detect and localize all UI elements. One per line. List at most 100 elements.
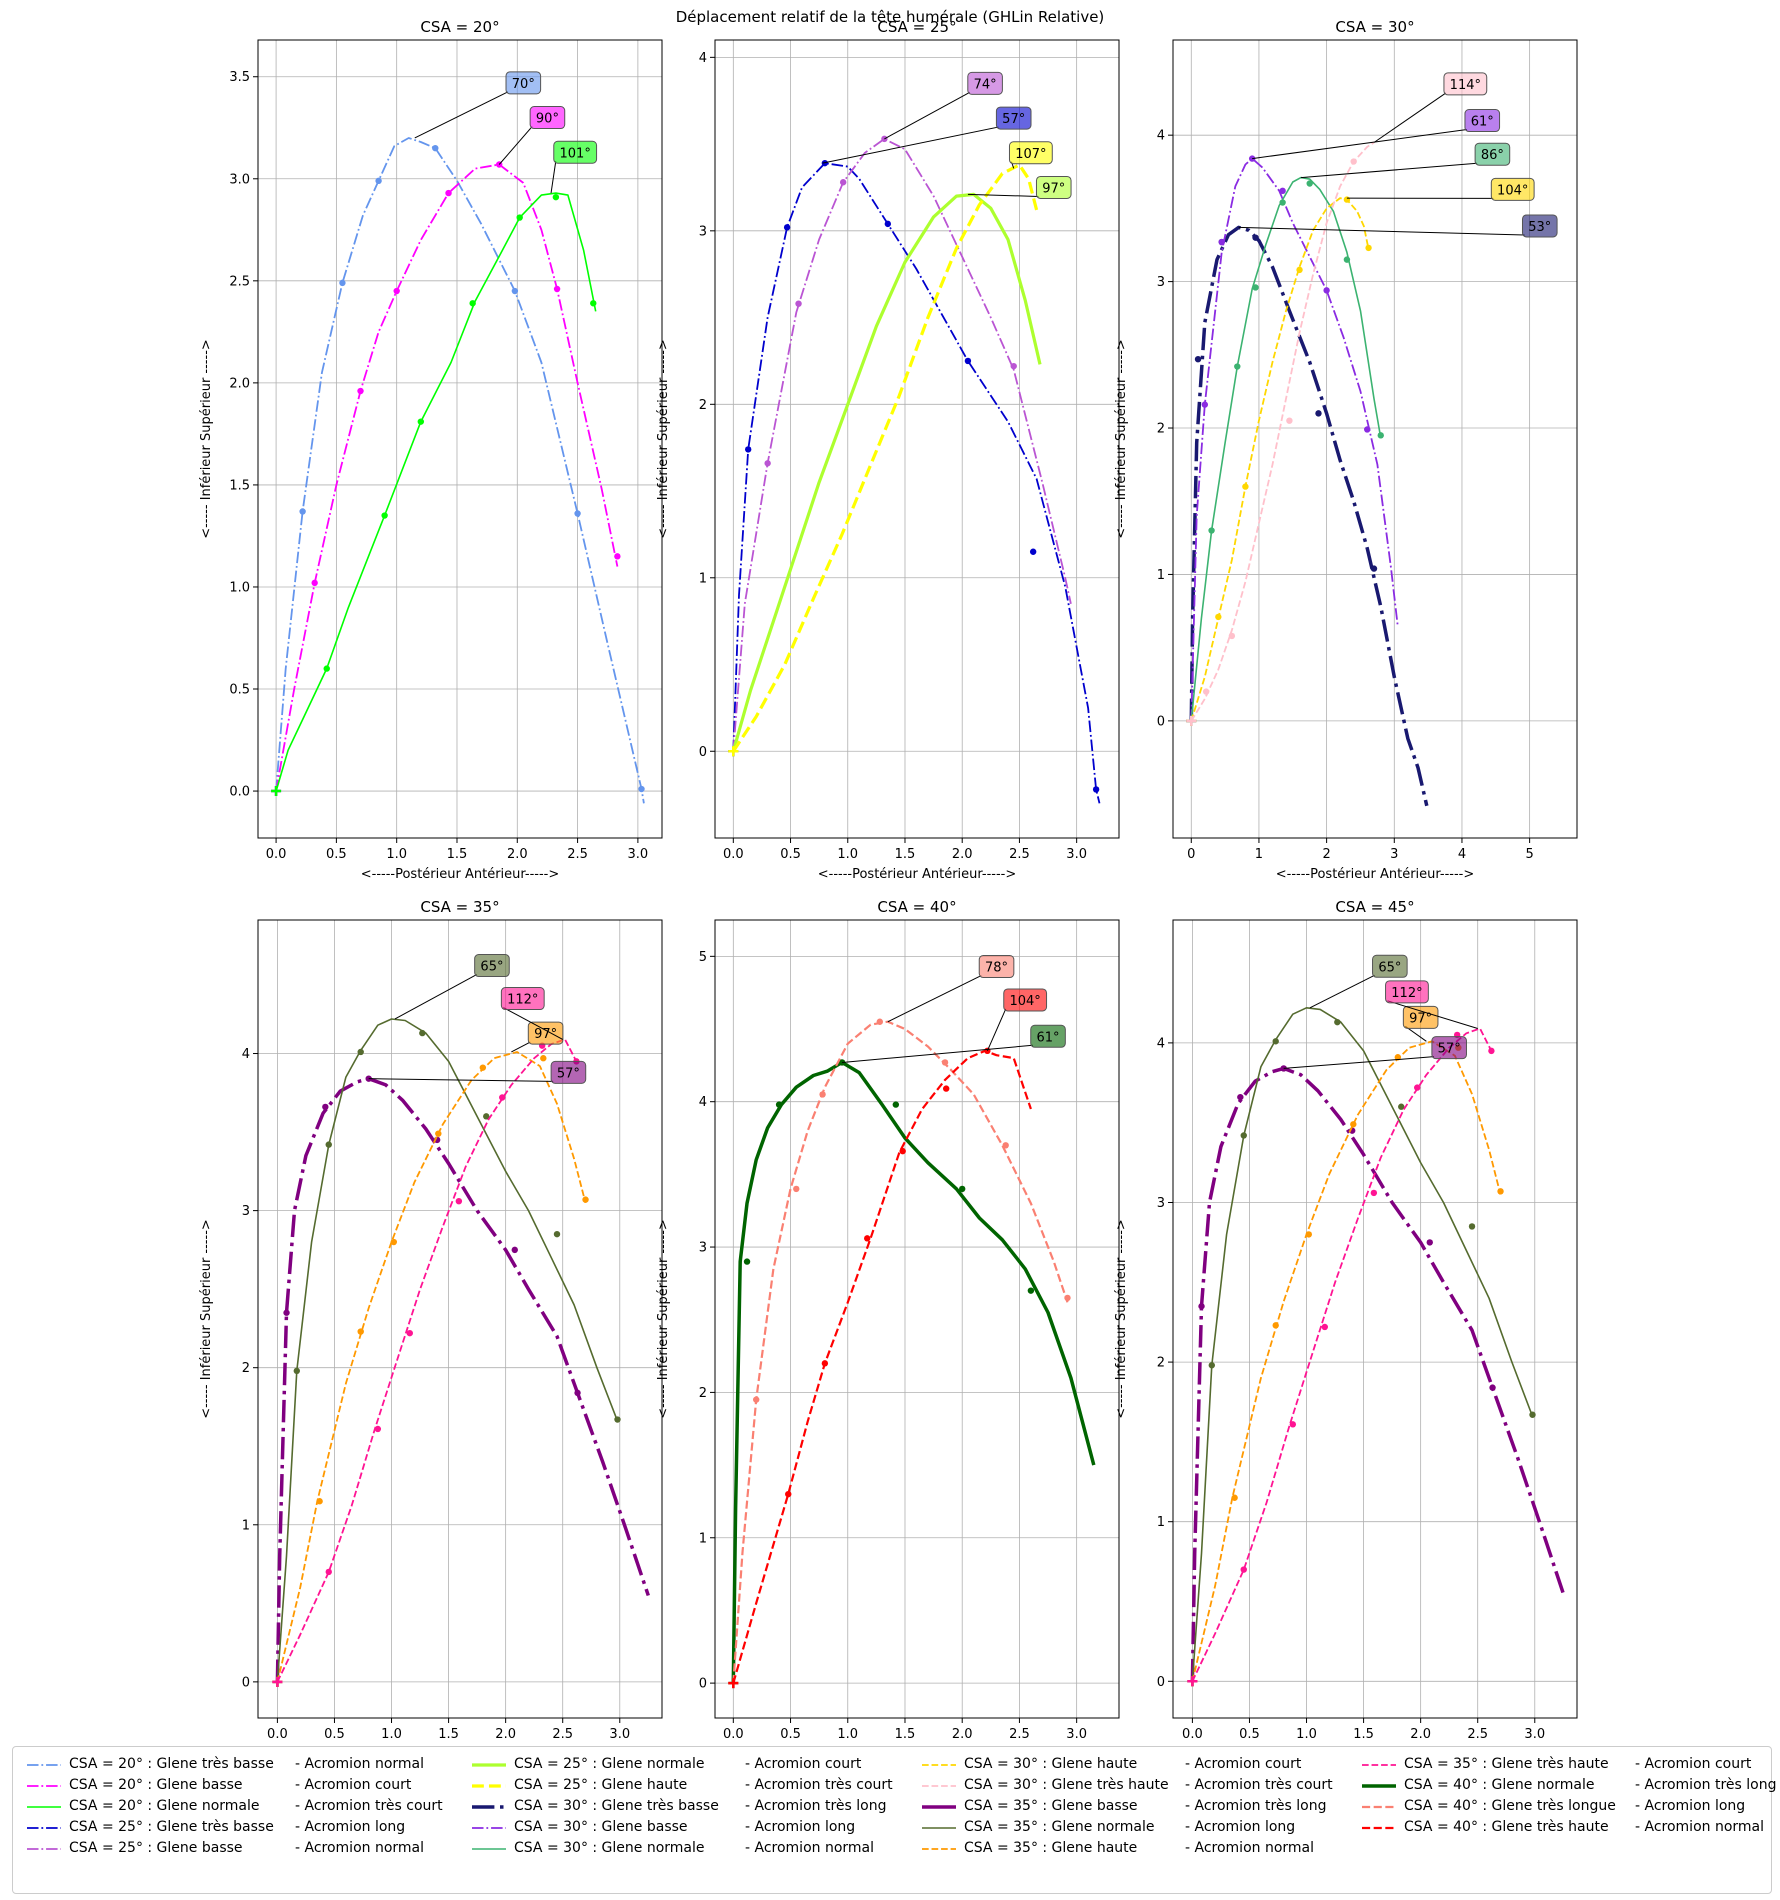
y-tick-label: 1.5 [229, 478, 250, 493]
data-point [1240, 1132, 1247, 1139]
series-line-3 [275, 192, 597, 792]
legend-swatch [472, 1848, 506, 1850]
data-point [1194, 356, 1202, 363]
annotation-leader [394, 974, 477, 1020]
series-line-2 [275, 163, 619, 792]
data-point [793, 1185, 800, 1193]
data-point [1240, 1566, 1247, 1573]
subplot-5: 0.0 0.5 1.0 1.5 2.0 2.5 3.0 0 1 2 3 4 5 61° 78° 104° CSA… [656, 898, 1120, 1762]
data-point [552, 193, 560, 201]
legend-label: - Acromion très court [745, 1777, 893, 1793]
data-point [899, 1147, 906, 1155]
series-line-4 [1190, 197, 1370, 722]
peak-angle-label: 57° [1438, 1042, 1461, 1057]
peak-angle-label: 101° [560, 146, 591, 161]
y-axis-label: <----- Inférieur Supérieur -----> [1114, 339, 1129, 539]
subplot-1: 0.0 0.5 1.0 1.5 2.0 2.5 3.0 0.0 0.5 1.0 1.5 2.0 2.5 3… [199, 18, 663, 882]
data-point [1279, 187, 1286, 195]
data-point [540, 1055, 547, 1062]
x-tick-label: 2 [1322, 847, 1330, 862]
start-marker [1186, 715, 1197, 726]
legend-swatch [472, 1805, 506, 1809]
data-point [1377, 432, 1384, 439]
x-tick-label: 2.0 [507, 847, 528, 862]
y-tick-label: 2 [1157, 1356, 1165, 1371]
peak-angle-label: 104° [1009, 994, 1040, 1009]
legend-label: CSA = 30° : Glene basse [514, 1819, 688, 1835]
peak-angle-label: 97° [1409, 1011, 1432, 1026]
subplot-4: 0.0 0.5 1.0 1.5 2.0 2.5 3.0 0 1 2 3 4 57° 65° 97° 112° C… [199, 898, 663, 1762]
series-group [271, 137, 645, 804]
peak-angle-label: 57° [1002, 112, 1025, 127]
peak-angle-label: 86° [1481, 148, 1504, 163]
x-tick-label: 0.5 [780, 1727, 801, 1740]
data-point [783, 224, 791, 231]
legend-swatch [472, 1763, 506, 1767]
data-point [406, 1329, 413, 1337]
subplot-title: CSA = 30° [1335, 18, 1414, 36]
y-tick-label: 3.5 [229, 70, 250, 85]
data-point [283, 1309, 290, 1316]
annotation-leader [1283, 1056, 1434, 1069]
annotation-box [553, 140, 598, 164]
subplot-2: 0.0 0.5 1.0 1.5 2.0 2.5 3.0 0 1 2 3 4 57° 74° 97° 107° C… [656, 18, 1120, 882]
x-tick-label: 1.5 [895, 1727, 916, 1740]
x-tick-label: 2.0 [1410, 1727, 1431, 1740]
y-tick-label: 2.0 [229, 376, 250, 391]
y-tick-label: 3 [242, 1204, 250, 1219]
series-group [272, 1018, 650, 1687]
data-point [1489, 1384, 1496, 1391]
data-point [299, 508, 306, 515]
data-point [1398, 1103, 1405, 1110]
data-point [1414, 1084, 1421, 1091]
data-point [1323, 287, 1330, 294]
annotation-box [505, 71, 542, 95]
annotation-box [1431, 1036, 1467, 1060]
data-point [511, 1246, 518, 1254]
annotation-box [550, 1060, 587, 1084]
data-point [1010, 362, 1017, 370]
series-line-3 [731, 192, 1042, 752]
data-point [1252, 234, 1259, 241]
legend-label: CSA = 25° : Glene basse [69, 1840, 243, 1856]
data-point [614, 1416, 621, 1423]
series-line-3 [1190, 176, 1382, 721]
legend-swatch [922, 1827, 956, 1829]
data-point [1234, 363, 1241, 370]
series-line-3 [276, 1051, 587, 1683]
annotation-leader [1309, 974, 1375, 1009]
x-tick-label: 0.0 [267, 1727, 288, 1740]
data-point [838, 1059, 846, 1066]
start-marker [728, 1678, 739, 1689]
legend-label: CSA = 25° : Glene haute [514, 1777, 688, 1793]
data-point [1305, 1231, 1313, 1238]
annotation-box [967, 71, 1003, 95]
y-tick-label: 4 [1157, 1036, 1165, 1051]
data-point [511, 287, 519, 295]
y-tick-label: 0.0 [229, 785, 250, 800]
y-tick-label: 0 [699, 1677, 707, 1692]
axes-frame [714, 919, 1120, 1719]
data-point [1321, 1323, 1328, 1331]
legend-label: - Acromion court [1635, 1756, 1752, 1772]
series-line-1 [275, 137, 645, 804]
annotation-leader [1387, 1000, 1478, 1030]
annotation-leader [884, 91, 971, 140]
x-tick-label: 1.5 [895, 847, 916, 862]
data-point [483, 1113, 490, 1120]
data-point [1064, 1294, 1071, 1302]
x-tick-label: 1.5 [438, 1727, 459, 1740]
data-point [1252, 284, 1259, 291]
data-point [1364, 426, 1371, 433]
annotation-leader [503, 1007, 563, 1040]
y-tick-label: 0 [242, 1675, 250, 1690]
x-tick-label: 0.0 [1182, 1727, 1203, 1740]
x-tick-label: 1.0 [381, 1727, 402, 1740]
y-tick-label: 3.0 [229, 172, 250, 187]
subplot-title: CSA = 35° [420, 898, 499, 916]
x-tick-label: 2.5 [1009, 847, 1030, 862]
data-point [614, 553, 621, 560]
annotation-box [1402, 1005, 1439, 1029]
data-point [553, 285, 561, 293]
peak-angle-label: 107° [1015, 147, 1046, 162]
